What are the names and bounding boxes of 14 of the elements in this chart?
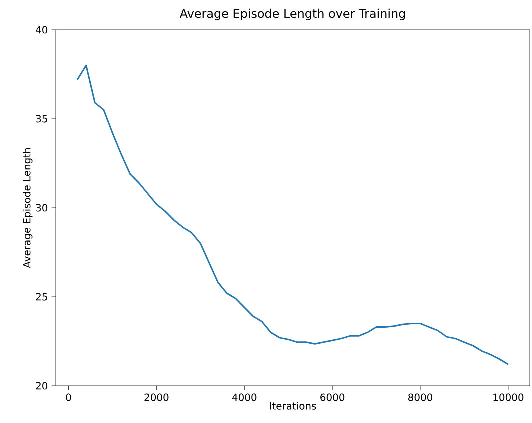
x-tick-label: 8000 xyxy=(408,394,433,402)
x-tick-label: 0 xyxy=(66,394,72,402)
y-tick-label: 35 xyxy=(36,115,48,123)
x-tick-label: 4000 xyxy=(232,394,257,402)
y-tick-label: 20 xyxy=(36,382,48,390)
x-tick-label: 2000 xyxy=(144,394,169,402)
y-tick-label: 40 xyxy=(36,26,48,34)
y-tick-label: 25 xyxy=(36,293,48,301)
x-tick-label: 6000 xyxy=(320,394,345,402)
x-axis-title: Iterations xyxy=(270,402,316,410)
y-tick-label: 30 xyxy=(36,204,48,212)
y-axis-title: Average Episode Length xyxy=(23,148,33,268)
chart-title: Average Episode Length over Training xyxy=(180,8,406,20)
x-tick-label: 10000 xyxy=(494,394,524,402)
